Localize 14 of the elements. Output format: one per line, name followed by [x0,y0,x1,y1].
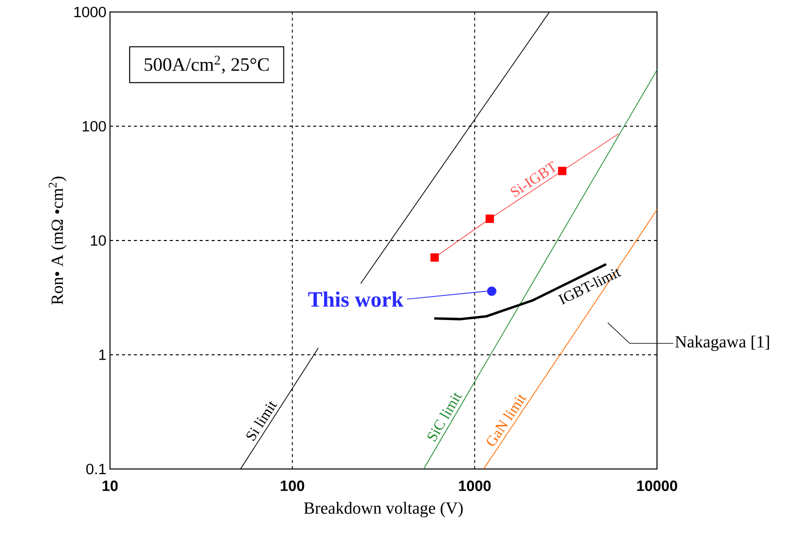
y-tick-label: 100 [82,120,106,132]
annotation: 500A/cm$^{2}$, 25°C [144,56,269,74]
legend-label: This work [308,291,404,307]
y-tick-label: 10 [91,235,106,246]
x-tick-label: 10 [102,480,118,492]
x-tick-label: 1000 [458,480,491,492]
y-tick-label: 1000 [74,6,106,18]
y-tick-label: 0.1 [86,464,106,474]
y-axis-title: Ron• A (mΩ •cm$^{2}$) [48,176,66,305]
text: Nakagawa [1] [675,336,769,352]
x-tick-label: 10000 [637,480,678,492]
y-tick-label: 1 [99,350,106,360]
x-axis-title: Breakdown voltage (V) [304,502,463,518]
x-tick-label: 100 [280,480,304,492]
